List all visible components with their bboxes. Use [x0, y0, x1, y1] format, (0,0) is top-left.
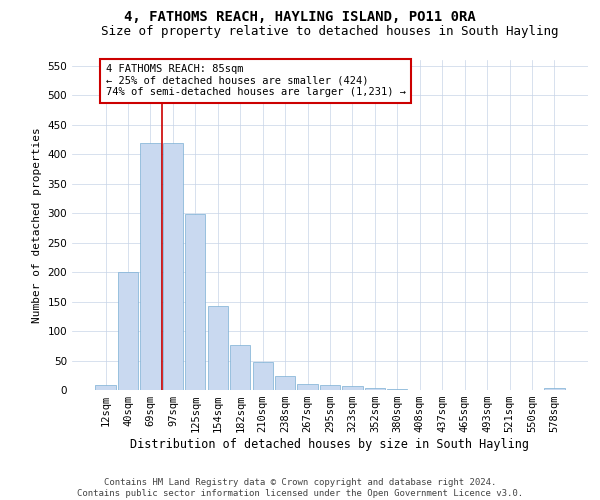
Bar: [298, 384, 317, 390]
Bar: [544, 388, 565, 390]
Bar: [208, 306, 228, 390]
Bar: [320, 386, 340, 390]
Bar: [185, 214, 205, 390]
Bar: [230, 344, 250, 390]
Bar: [275, 376, 295, 390]
Bar: [118, 272, 138, 390]
Bar: [365, 388, 385, 390]
Text: 4 FATHOMS REACH: 85sqm
← 25% of detached houses are smaller (424)
74% of semi-de: 4 FATHOMS REACH: 85sqm ← 25% of detached…: [106, 64, 406, 98]
Text: 4, FATHOMS REACH, HAYLING ISLAND, PO11 0RA: 4, FATHOMS REACH, HAYLING ISLAND, PO11 0…: [124, 10, 476, 24]
Y-axis label: Number of detached properties: Number of detached properties: [32, 127, 42, 323]
Bar: [140, 142, 161, 390]
Text: Contains HM Land Registry data © Crown copyright and database right 2024.
Contai: Contains HM Land Registry data © Crown c…: [77, 478, 523, 498]
Bar: [343, 386, 362, 390]
Bar: [163, 142, 183, 390]
Bar: [253, 362, 273, 390]
Title: Size of property relative to detached houses in South Hayling: Size of property relative to detached ho…: [101, 25, 559, 38]
X-axis label: Distribution of detached houses by size in South Hayling: Distribution of detached houses by size …: [131, 438, 530, 451]
Bar: [95, 386, 116, 390]
